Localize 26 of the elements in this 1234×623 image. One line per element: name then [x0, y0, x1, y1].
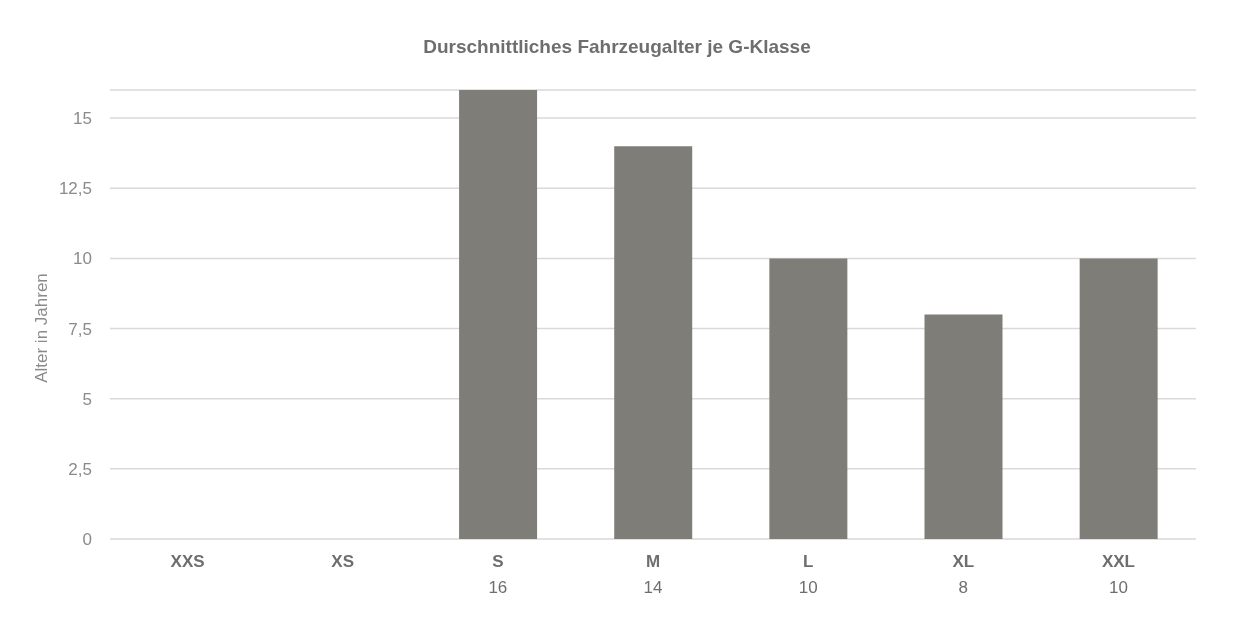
- y-tick-label: 12,5: [58, 179, 92, 199]
- bar: [769, 258, 848, 539]
- bar: [1079, 258, 1158, 539]
- bar: [924, 314, 1003, 539]
- y-tick-label: 0: [82, 530, 92, 550]
- y-axis-title: Alter in Jahren: [32, 273, 52, 383]
- x-tick-label: XXL: [1101, 552, 1135, 571]
- data-label: 16: [488, 578, 508, 597]
- x-tick-label: XL: [952, 552, 975, 571]
- data-label: 14: [643, 578, 663, 597]
- y-tick-label: 7,5: [68, 319, 92, 339]
- data-label: 8: [958, 578, 969, 597]
- x-tick-label: XS: [331, 552, 355, 571]
- data-label: 10: [1108, 578, 1128, 597]
- x-tick-label: S: [492, 552, 504, 571]
- data-label: 10: [798, 578, 818, 597]
- bar: [459, 90, 538, 539]
- y-tick-label: 2,5: [68, 459, 92, 479]
- x-tick-label: XXS: [170, 552, 205, 571]
- y-tick-label: 5: [82, 389, 92, 409]
- y-tick-label: 10: [73, 249, 92, 269]
- chart-title: Durschnittliches Fahrzeugalter je G-Klasse: [422, 36, 812, 58]
- y-tick-label: 15: [73, 109, 92, 129]
- bar: [614, 146, 693, 539]
- x-tick-label: L: [802, 552, 814, 571]
- x-tick-label: M: [645, 552, 661, 571]
